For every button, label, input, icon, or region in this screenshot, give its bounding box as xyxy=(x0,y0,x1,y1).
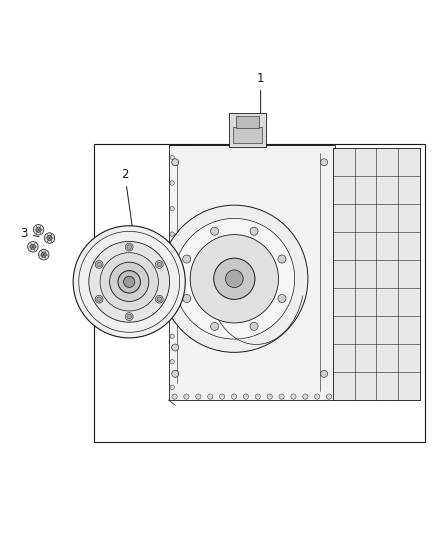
Circle shape xyxy=(226,270,243,288)
Circle shape xyxy=(183,294,191,303)
Circle shape xyxy=(155,261,163,269)
Circle shape xyxy=(44,233,55,243)
Circle shape xyxy=(255,394,261,399)
Circle shape xyxy=(125,243,133,251)
Bar xyxy=(233,126,262,143)
Circle shape xyxy=(326,394,332,399)
Circle shape xyxy=(231,394,237,399)
Circle shape xyxy=(170,181,174,185)
Circle shape xyxy=(303,394,308,399)
Circle shape xyxy=(118,271,141,293)
Circle shape xyxy=(95,295,103,303)
Circle shape xyxy=(170,360,174,364)
Circle shape xyxy=(97,262,101,266)
Circle shape xyxy=(321,370,328,377)
Text: 3: 3 xyxy=(21,227,39,240)
Circle shape xyxy=(183,255,191,263)
Circle shape xyxy=(170,232,174,236)
Circle shape xyxy=(250,322,258,330)
Circle shape xyxy=(127,314,131,319)
Circle shape xyxy=(172,394,177,399)
Circle shape xyxy=(170,283,174,287)
Circle shape xyxy=(170,257,174,262)
Circle shape xyxy=(243,394,248,399)
Circle shape xyxy=(155,295,163,303)
Circle shape xyxy=(278,294,286,303)
Circle shape xyxy=(214,258,255,300)
Circle shape xyxy=(219,394,225,399)
Circle shape xyxy=(211,227,219,235)
Circle shape xyxy=(172,159,179,166)
Bar xyxy=(333,148,420,400)
Bar xyxy=(169,145,335,400)
Circle shape xyxy=(170,155,174,160)
Circle shape xyxy=(124,276,135,287)
Circle shape xyxy=(170,334,174,338)
Circle shape xyxy=(161,205,308,352)
Circle shape xyxy=(28,241,38,252)
Circle shape xyxy=(33,224,44,235)
Circle shape xyxy=(321,159,328,166)
Circle shape xyxy=(73,226,185,338)
Bar xyxy=(237,116,258,128)
Circle shape xyxy=(278,255,286,263)
Bar xyxy=(94,144,425,442)
Circle shape xyxy=(47,236,52,241)
Text: 1: 1 xyxy=(257,72,265,134)
Circle shape xyxy=(110,262,149,302)
Circle shape xyxy=(314,394,320,399)
Circle shape xyxy=(196,394,201,399)
Circle shape xyxy=(89,241,170,322)
Circle shape xyxy=(97,297,101,302)
Circle shape xyxy=(190,235,279,323)
Circle shape xyxy=(100,253,159,311)
Circle shape xyxy=(208,394,213,399)
Circle shape xyxy=(250,227,258,235)
Circle shape xyxy=(30,244,35,249)
Circle shape xyxy=(184,394,189,399)
Circle shape xyxy=(170,206,174,211)
Circle shape xyxy=(157,262,162,266)
Circle shape xyxy=(170,309,174,313)
Circle shape xyxy=(291,394,296,399)
Circle shape xyxy=(170,385,174,390)
Circle shape xyxy=(39,249,49,260)
Circle shape xyxy=(127,245,131,249)
Circle shape xyxy=(41,252,46,257)
Circle shape xyxy=(36,227,41,232)
Circle shape xyxy=(157,297,162,302)
Circle shape xyxy=(172,370,179,377)
Circle shape xyxy=(95,261,103,269)
Circle shape xyxy=(172,344,179,351)
Circle shape xyxy=(211,322,219,330)
Circle shape xyxy=(279,394,284,399)
Text: 2: 2 xyxy=(121,168,133,233)
Circle shape xyxy=(267,394,272,399)
Circle shape xyxy=(125,313,133,320)
Bar xyxy=(229,113,266,147)
Circle shape xyxy=(174,219,295,339)
